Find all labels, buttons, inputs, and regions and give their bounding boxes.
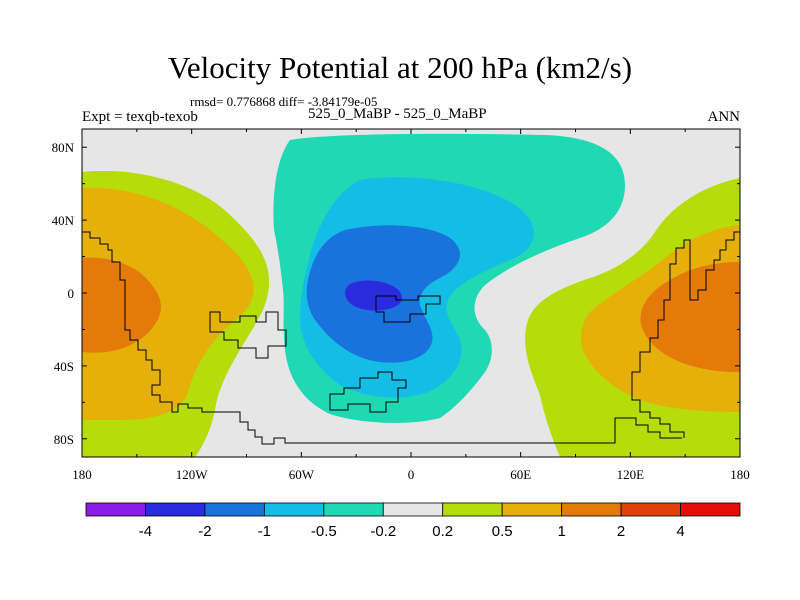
x-tick-label: 120W <box>176 467 209 482</box>
colorbar-label: -0.5 <box>311 523 337 540</box>
colorbar-swatch <box>501 502 563 517</box>
x-tick-label: 120E <box>617 467 645 482</box>
coastline-east <box>631 231 740 438</box>
colorbar-label: -1 <box>258 523 271 540</box>
y-tick-label: 80S <box>54 432 74 447</box>
colorbar-label: 1 <box>557 523 565 540</box>
y-tick-label: 0 <box>68 286 75 301</box>
x-tick-label: 180 <box>730 467 750 482</box>
contour-pos-1-west <box>82 257 161 353</box>
x-tick-label: 0 <box>408 467 415 482</box>
x-tick-label: 180 <box>72 467 92 482</box>
colorbar-swatch <box>382 502 444 517</box>
contour-pos-1-east <box>640 262 740 372</box>
colorbar-label: 0.5 <box>492 523 513 540</box>
colorbar-swatch <box>561 502 622 517</box>
colorbar-swatch <box>442 502 503 517</box>
y-tick-label: 40S <box>54 359 74 374</box>
colorbar-label: -0.2 <box>370 523 396 540</box>
colorbar-label: -4 <box>139 523 152 540</box>
case-label: 525_0_MaBP - 525_0_MaBP <box>308 106 487 122</box>
colorbar-swatch <box>263 502 325 517</box>
colorbar-swatch <box>620 502 681 517</box>
coastline-southern-america <box>209 311 287 359</box>
colorbar-label: 0.2 <box>432 523 453 540</box>
colorbar-label: 4 <box>676 523 684 540</box>
stats-line: rmsd= 0.776868 diff= -3.84179e-05 <box>190 94 378 109</box>
colorbar-swatch <box>204 502 265 517</box>
colorbar-swatch <box>85 502 146 517</box>
colorbar-label: -2 <box>198 523 211 540</box>
coastline-west <box>82 231 682 445</box>
contour-neg-2 <box>345 280 402 311</box>
y-tick-label: 40N <box>52 213 75 228</box>
coastline-central-fragment <box>375 295 441 323</box>
chart-title: Velocity Potential at 200 hPa (km2/s) <box>167 50 633 85</box>
contour-pos-0.5-west <box>82 187 254 420</box>
colorbar: -4 -2 -1 -0.5 -0.2 0.2 0.5 1 2 4 <box>85 502 741 540</box>
coastlines <box>82 231 740 445</box>
x-tick-label: 60W <box>289 467 315 482</box>
colorbar-swatch <box>145 502 206 517</box>
axis-ticks <box>81 129 741 457</box>
colorbar-label: 2 <box>617 523 625 540</box>
contour-field <box>82 129 740 457</box>
colorbar-swatch <box>680 502 741 517</box>
x-tick-label: 60E <box>510 467 531 482</box>
season-label: ANN <box>707 109 741 125</box>
axis-labels: 180 120W 60W 0 60E 120E 180 80N 40N 0 40S 80S <box>52 140 750 482</box>
colorbar-swatch <box>323 502 384 517</box>
experiment-label: Expt = texqb-texob <box>82 109 198 125</box>
coastline-southern-fragment <box>329 371 407 413</box>
y-tick-label: 80N <box>52 140 75 155</box>
